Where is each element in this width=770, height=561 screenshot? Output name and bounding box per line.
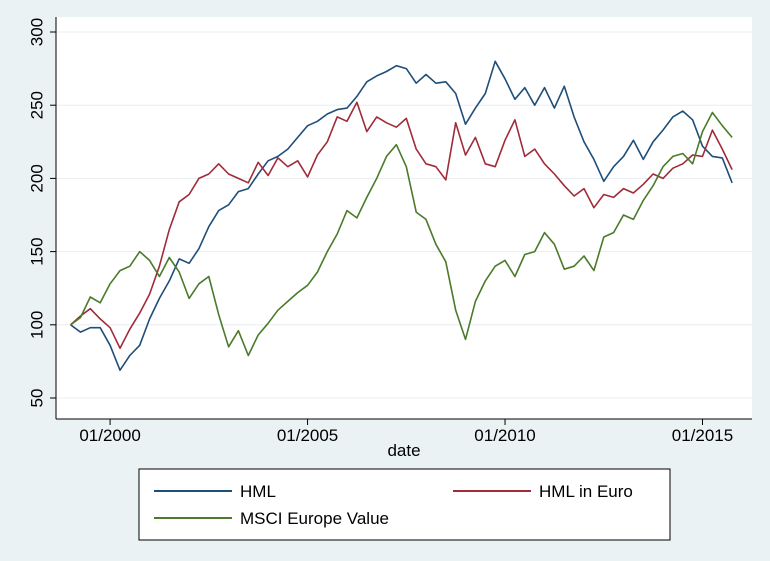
series-layer <box>70 60 733 371</box>
x-tick-label: 01/2000 <box>79 426 140 445</box>
legend-box <box>138 468 671 541</box>
axes <box>55 17 752 420</box>
series-line-1 <box>70 101 733 349</box>
legend-label-2: MSCI Europe Value <box>240 509 389 528</box>
x-tick-label: 01/2015 <box>672 426 733 445</box>
legend: HML HML in Euro MSCI Europe Value <box>138 468 671 541</box>
y-tick-label: 200 <box>27 164 46 192</box>
x-axis-title: date <box>387 441 420 460</box>
series-line-2 <box>70 111 733 357</box>
y-tick-label: 150 <box>27 237 46 265</box>
y-tick-label: 100 <box>27 311 46 339</box>
x-tick-label: 01/2005 <box>277 426 338 445</box>
x-ticks: 01/2000 01/2005 01/2010 01/2015 <box>79 419 733 445</box>
y-tick-label: 250 <box>27 91 46 119</box>
series-line-0 <box>70 60 733 371</box>
y-ticks: 50 100 150 200 250 300 <box>27 18 56 408</box>
x-tick-label: 01/2010 <box>474 426 535 445</box>
plot-area <box>56 17 752 419</box>
y-tick-label: 300 <box>27 18 46 46</box>
legend-label-1: HML in Euro <box>539 482 633 501</box>
legend-label-0: HML <box>240 482 276 501</box>
gridlines <box>56 31 752 399</box>
y-tick-label: 50 <box>27 389 46 408</box>
